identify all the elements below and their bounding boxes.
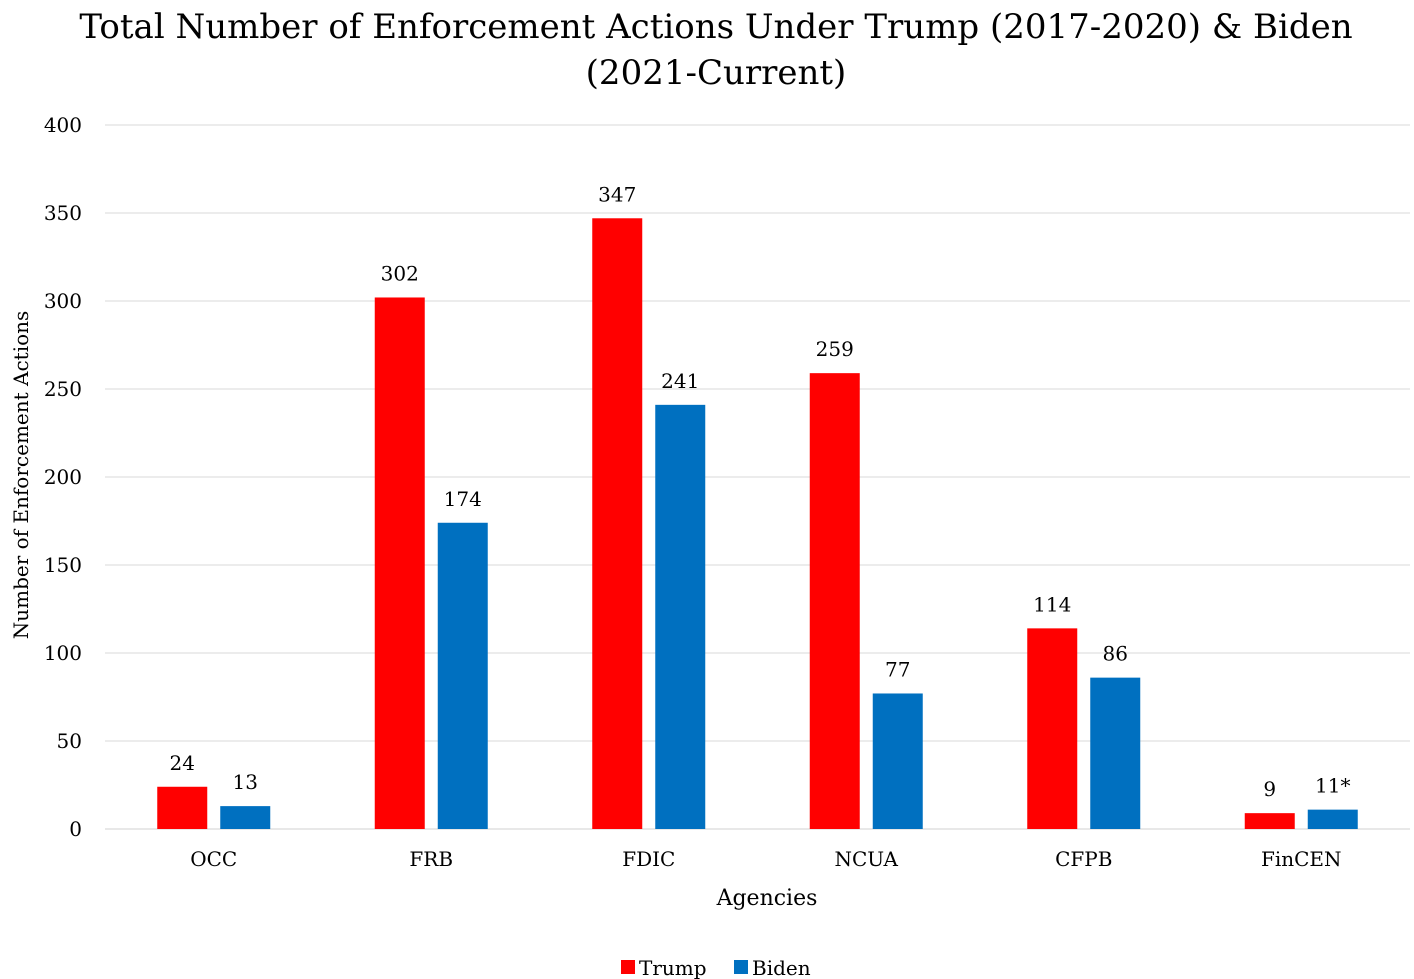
y-axis-label: Number of Enforcement Actions [9,311,33,640]
gridlines [105,124,1410,830]
data-label: 241 [661,369,699,393]
bar-biden-ncua [872,693,923,829]
legend-swatch-biden [734,960,748,974]
y-tick-label: 350 [44,201,82,225]
data-label: 24 [170,751,195,775]
y-axis-ticks: 0 50 100 150 200 250 300 350 400 [44,113,82,841]
data-label: 347 [598,182,636,206]
bar-biden-fdic [655,404,706,829]
bar-biden-occ [220,806,271,829]
data-label: 259 [816,337,854,361]
y-tick-label: 50 [57,729,82,753]
bar-trump-fdic [592,218,643,829]
data-label: 302 [381,261,419,285]
y-tick-label: 300 [44,289,82,313]
bar-biden-cfpb [1090,677,1141,829]
y-tick-label: 0 [69,817,82,841]
y-tick-label: 400 [44,113,82,137]
bar-trump-cfpb [1027,628,1078,829]
x-tick-label: OCC [190,847,237,871]
x-tick-label: FRB [409,847,453,871]
chart-title-line1: Total Number of Enforcement Actions Unde… [79,7,1352,47]
chart-title-line2: (2021-Current) [586,53,847,93]
data-label: 114 [1033,592,1071,616]
y-tick-label: 250 [44,377,82,401]
x-tick-label: FinCEN [1261,847,1342,871]
x-tick-label: NCUA [835,847,899,871]
data-label: 13 [233,770,258,794]
x-tick-label: CFPB [1055,847,1112,871]
bar-biden-frb [437,522,488,829]
y-tick-label: 100 [44,641,82,665]
y-tick-label: 150 [44,553,82,577]
legend-label-biden: Biden [752,956,811,979]
data-label: 77 [885,657,910,681]
bar-trump-fincen [1244,813,1295,829]
x-axis-ticks: OCC FRB FDIC NCUA CFPB FinCEN [190,847,1341,871]
x-tick-label: FDIC [622,847,675,871]
data-label: 9 [1263,777,1276,801]
data-labels: 24 13 302 174 347 241 259 77 114 86 9 11* [170,182,1351,801]
data-label: 86 [1103,642,1128,666]
legend-label-trump: Trump [639,956,707,979]
legend: Trump Biden [621,956,811,979]
legend-swatch-trump [621,960,635,974]
y-tick-label: 200 [44,465,82,489]
bar-trump-occ [157,786,208,829]
x-axis-label: Agencies [716,886,818,911]
data-label: 174 [444,487,482,511]
bar-biden-fincen [1307,809,1358,829]
bars [157,218,1358,830]
data-label: 11* [1315,774,1350,798]
bar-trump-ncua [809,373,860,829]
bar-trump-frb [374,297,425,830]
